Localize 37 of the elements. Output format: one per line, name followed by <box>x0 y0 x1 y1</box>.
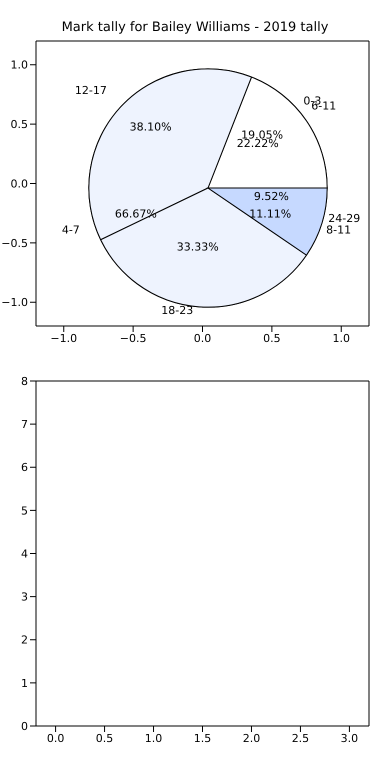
x-tick-label: 1.0 <box>332 332 350 345</box>
data-label: 38.10% <box>130 120 172 134</box>
y-tick-label: 0 <box>21 720 28 733</box>
y-tick-label: 4 <box>21 547 28 560</box>
y-tick-label: 0.5 <box>10 118 28 132</box>
y-tick-label: 1.0 <box>10 58 28 72</box>
slice-label: 18-23 <box>161 304 194 317</box>
data-label: 11.11% <box>249 207 292 220</box>
y-tick-label: 5 <box>21 504 28 518</box>
y-tick-label: 3 <box>21 590 28 604</box>
y-tick-label: 6 <box>21 461 28 474</box>
data-label: 66.67% <box>114 207 157 220</box>
x-tick-label: 2.5 <box>292 732 310 745</box>
slice-label: 8-11 <box>326 224 352 237</box>
x-tick-label: 0.0 <box>194 332 212 345</box>
y-tick-label: 2 <box>21 634 28 647</box>
x-tick-label: 1.5 <box>194 732 212 745</box>
y-tick-label: −0.5 <box>1 236 28 250</box>
x-tick-label: 0.5 <box>96 732 114 745</box>
x-tick-label: 1.0 <box>144 732 162 745</box>
data-label: 33.33% <box>176 240 219 254</box>
x-tick-label: 0.5 <box>263 332 281 345</box>
chart-title: Mark tally for Bailey Williams - 2019 tally <box>60 20 330 35</box>
slice-label: 12-17 <box>74 84 107 98</box>
x-tick-label: 0.0 <box>46 732 64 745</box>
y-tick-label: −1.0 <box>1 296 28 310</box>
x-tick-label: −1.0 <box>50 332 78 345</box>
x-tick-label: 2.0 <box>242 732 260 745</box>
x-tick-label: −0.5 <box>120 332 146 345</box>
slice-label: 24-29 <box>328 212 360 225</box>
y-tick-label: 0.0 <box>10 177 28 190</box>
y-tick-label: 1 <box>21 676 28 690</box>
y-tick-label: 7 <box>21 418 28 432</box>
data-label: 9.52% <box>254 190 289 204</box>
x-tick-label: 3.0 <box>340 732 358 745</box>
slice-label: 4-7 <box>62 224 80 237</box>
y-tick-label: 8 <box>21 374 28 388</box>
